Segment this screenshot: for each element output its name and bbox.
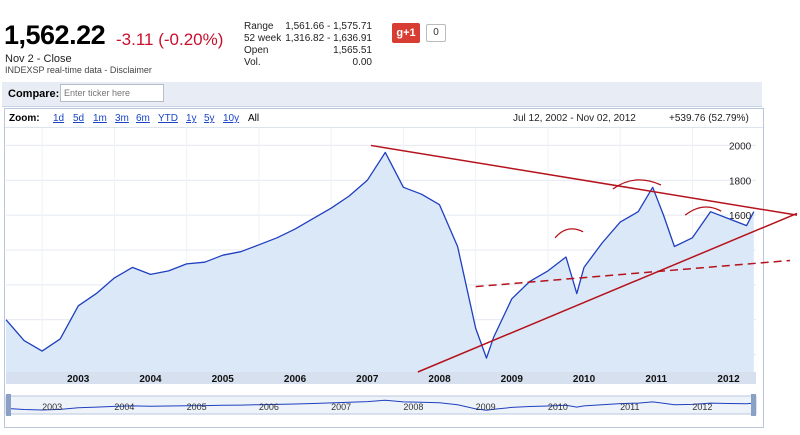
google-plus-label: +1 <box>403 27 416 39</box>
stat-open-label: Open <box>244 45 269 56</box>
quote-stats: Range 1,561.66 - 1,575.71 52 week 1,316.82… <box>244 21 372 69</box>
x-tick-label: 2005 <box>212 374 235 385</box>
zoom-label: Zoom: <box>9 113 40 124</box>
overview-tick-label: 2012 <box>692 402 712 412</box>
overview-tick-label: 2005 <box>187 402 207 412</box>
x-tick-label: 2008 <box>428 374 451 385</box>
zoom-all[interactable]: All <box>248 113 260 124</box>
overview-tick-label: 2009 <box>476 402 496 412</box>
overview-tick-label: 2010 <box>548 402 568 412</box>
chart-date-range: Jul 12, 2002 - Nov 02, 2012 <box>513 113 636 124</box>
x-tick-label: 2012 <box>717 374 740 385</box>
google-plus-button[interactable]: g+1 <box>392 23 420 43</box>
x-tick-label: 2007 <box>356 374 379 385</box>
zoom-1d[interactable]: 1d <box>53 113 65 124</box>
zoom-1m[interactable]: 1m <box>93 113 107 124</box>
price-line <box>5 151 755 359</box>
annotation-right-shoulder-arc <box>684 206 722 216</box>
zoom-3m[interactable]: 3m <box>115 113 129 124</box>
x-tick-label: 2006 <box>284 374 307 385</box>
overview-tick-label: 2011 <box>620 402 639 412</box>
annotation-lower-trendline <box>417 212 798 373</box>
stat-52week-label: 52 week <box>244 33 282 44</box>
stat-open-value: 1,565.51 <box>333 45 372 56</box>
chart-range-change: +539.76 (52.79%) <box>669 113 749 124</box>
overview-tick-label: 2007 <box>331 402 351 412</box>
overview-handle-left <box>6 394 11 416</box>
quote-change: -3.11 (-0.20%) <box>116 30 224 49</box>
annotation-neckline <box>475 259 791 288</box>
overview-line <box>5 399 754 411</box>
zoom-10y[interactable]: 10y <box>223 113 240 124</box>
annotation-head-arc <box>612 179 662 190</box>
stat-52week-value: 1,316.82 - 1,636.91 <box>285 33 372 44</box>
stat-range-value: 1,561.66 - 1,575.71 <box>285 21 372 32</box>
annotation-left-shoulder-arc <box>554 228 584 239</box>
zoom-5d[interactable]: 5d <box>73 113 85 124</box>
google-plus-count: 0 <box>426 24 446 42</box>
overview-handle-right <box>751 394 756 416</box>
google-plus-icon: g <box>396 27 404 39</box>
zoom-bar: Zoom: 1d 5d 1m 3m 6m YTD 1y 5y 10y All J… <box>5 109 763 128</box>
x-tick-label: 2003 <box>67 374 90 385</box>
x-tick-label: 2010 <box>573 374 596 385</box>
quote-price: 1,562.22 <box>4 20 106 50</box>
stat-vol-value: 0.00 <box>352 57 372 68</box>
annotation-upper-trendline <box>370 144 798 216</box>
zoom-6m[interactable]: 6m <box>136 113 150 124</box>
x-tick-label: 2004 <box>139 374 162 385</box>
x-tick-label: 2009 <box>501 374 524 385</box>
x-axis-band <box>6 372 756 384</box>
quote-source[interactable]: INDEXSP real-time data - Disclaimer <box>5 65 152 75</box>
y-tick-label: 2000 <box>729 141 752 152</box>
zoom-1y[interactable]: 1y <box>186 113 197 124</box>
overview-tick-label: 2004 <box>114 402 134 412</box>
x-tick-label: 2011 <box>645 374 667 385</box>
overview-tick-label: 2006 <box>259 402 279 412</box>
compare-bar: Compare: <box>2 82 762 107</box>
zoom-5y[interactable]: 5y <box>204 113 215 124</box>
y-tick-label: 1600 <box>729 211 752 222</box>
overview-tick-label: 2008 <box>403 402 423 412</box>
y-tick-label: 1800 <box>729 176 752 187</box>
compare-ticker-input[interactable] <box>60 84 164 102</box>
overview-tick-label: 2003 <box>42 402 62 412</box>
zoom-ytd[interactable]: YTD <box>158 113 178 124</box>
stat-vol-label: Vol. <box>244 57 261 68</box>
stat-range-label: Range <box>244 21 274 32</box>
quote-date: Nov 2 - Close <box>5 53 72 65</box>
price-area <box>6 152 754 372</box>
compare-label: Compare: <box>8 88 60 100</box>
